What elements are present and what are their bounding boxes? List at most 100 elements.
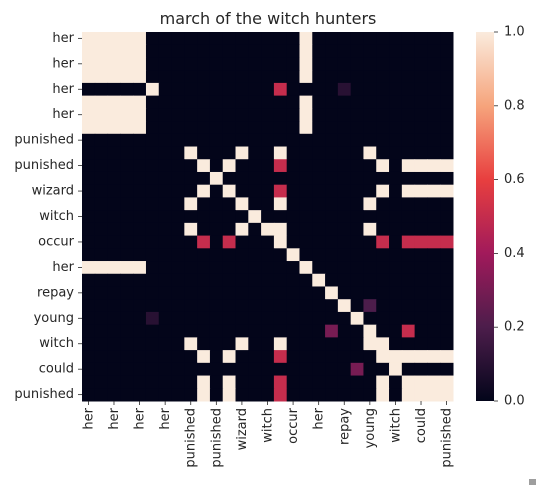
heatmap-cell bbox=[184, 171, 198, 186]
heatmap-cell bbox=[94, 108, 109, 122]
heatmap-cell bbox=[376, 44, 390, 58]
heatmap-cell bbox=[197, 375, 211, 389]
heatmap-cell bbox=[350, 159, 364, 173]
heatmap-cell bbox=[171, 362, 185, 377]
heatmap-cell bbox=[440, 121, 454, 135]
heatmap-cell bbox=[171, 388, 185, 402]
heatmap-cell bbox=[376, 388, 390, 402]
heatmap-cell bbox=[184, 350, 198, 364]
heatmap-cell bbox=[197, 121, 211, 135]
heatmap-cell bbox=[440, 350, 454, 364]
heatmap-cell bbox=[82, 121, 96, 135]
heatmap-cell bbox=[222, 248, 237, 262]
heatmap-cell bbox=[133, 362, 147, 377]
heatmap-cell bbox=[197, 159, 211, 173]
heatmap-cell bbox=[222, 32, 237, 46]
heatmap-cell bbox=[222, 146, 237, 160]
heatmap-cell bbox=[350, 362, 364, 377]
heatmap-cell bbox=[94, 337, 109, 351]
heatmap-cell bbox=[312, 286, 326, 300]
heatmap-cell bbox=[235, 337, 249, 351]
heatmap-cell bbox=[145, 299, 160, 313]
heatmap-cell bbox=[389, 235, 403, 249]
heatmap-cell bbox=[376, 197, 390, 211]
heatmap-cell bbox=[299, 261, 313, 275]
heatmap-cell bbox=[120, 121, 134, 135]
heatmap-cell bbox=[414, 133, 428, 148]
x-tick-label: witch bbox=[388, 408, 403, 443]
heatmap-cell bbox=[440, 171, 454, 186]
heatmap-cell bbox=[350, 108, 364, 122]
heatmap-cell bbox=[107, 362, 121, 377]
heatmap-cell bbox=[337, 222, 352, 237]
heatmap-cell bbox=[350, 44, 364, 58]
heatmap-cell bbox=[145, 197, 160, 211]
heatmap-cell bbox=[82, 248, 96, 262]
heatmap-cell bbox=[363, 299, 377, 313]
heatmap-cell bbox=[401, 108, 416, 122]
heatmap-cell bbox=[350, 171, 364, 186]
heatmap-cell bbox=[414, 362, 428, 377]
y-tick-label: young bbox=[34, 311, 74, 326]
heatmap-cell bbox=[350, 299, 364, 313]
heatmap-cell bbox=[209, 337, 224, 351]
heatmap-cell bbox=[350, 235, 364, 249]
heatmap-cell bbox=[82, 350, 96, 364]
heatmap-cell bbox=[94, 350, 109, 364]
heatmap-cell bbox=[401, 362, 416, 377]
heatmap-cell bbox=[440, 32, 454, 46]
heatmap-cell bbox=[107, 375, 121, 389]
heatmap-cell bbox=[158, 57, 173, 71]
heatmap-cell bbox=[299, 210, 313, 224]
heatmap-cell bbox=[286, 44, 300, 58]
heatmap-cell bbox=[248, 121, 262, 135]
heatmap-cell bbox=[286, 337, 300, 351]
heatmap-cell bbox=[133, 261, 147, 275]
heatmap-cell bbox=[414, 70, 428, 84]
heatmap-cell bbox=[197, 222, 211, 237]
heatmap-cell bbox=[286, 70, 300, 84]
heatmap-cell bbox=[82, 197, 96, 211]
heatmap-cell bbox=[389, 57, 403, 71]
heatmap-cell bbox=[427, 70, 441, 84]
heatmap-cell bbox=[133, 388, 147, 402]
heatmap-cell bbox=[363, 337, 377, 351]
heatmap-cell bbox=[427, 184, 441, 198]
heatmap-cell bbox=[158, 362, 173, 377]
heatmap-cell bbox=[389, 324, 403, 338]
heatmap-cell bbox=[312, 324, 326, 338]
heatmap-cell bbox=[94, 375, 109, 389]
heatmap-cell bbox=[350, 146, 364, 160]
heatmap-cell bbox=[222, 184, 237, 198]
x-tick-label: wizard bbox=[235, 408, 250, 450]
heatmap-cell bbox=[261, 82, 275, 97]
heatmap-cell bbox=[389, 362, 403, 377]
heatmap-cell bbox=[197, 299, 211, 313]
heatmap-cell bbox=[414, 311, 428, 326]
heatmap-cell bbox=[145, 350, 160, 364]
heatmap-cell bbox=[261, 222, 275, 237]
heatmap-cell bbox=[273, 248, 288, 262]
heatmap-cell bbox=[440, 44, 454, 58]
heatmap-cell bbox=[414, 171, 428, 186]
heatmap-cell bbox=[120, 32, 134, 46]
heatmap-cell bbox=[171, 273, 185, 287]
heatmap-cell bbox=[440, 261, 454, 275]
heatmap-cell bbox=[261, 235, 275, 249]
x-axis-ticks: her her her her punished punished wizard witch o… bbox=[81, 401, 455, 468]
heatmap-cell bbox=[107, 273, 121, 287]
heatmap-cell bbox=[209, 324, 224, 338]
heatmap-cell bbox=[209, 108, 224, 122]
heatmap-cell bbox=[184, 184, 198, 198]
heatmap-cell bbox=[312, 82, 326, 97]
heatmap-cell bbox=[414, 57, 428, 71]
heatmap-cell bbox=[350, 261, 364, 275]
heatmap-cell bbox=[120, 350, 134, 364]
heatmap-cell bbox=[94, 121, 109, 135]
heatmap-cell bbox=[235, 184, 249, 198]
heatmap-cell bbox=[94, 324, 109, 338]
heatmap-cell bbox=[414, 235, 428, 249]
heatmap-cell bbox=[312, 171, 326, 186]
heatmap-cell bbox=[363, 146, 377, 160]
heatmap-cell bbox=[209, 70, 224, 84]
